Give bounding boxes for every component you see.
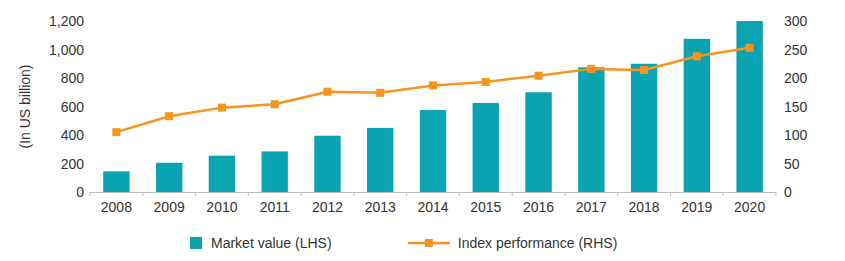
marker	[587, 65, 595, 73]
x-tick-divider	[142, 192, 143, 196]
bar	[525, 92, 551, 192]
x-tick-label: 2011	[260, 199, 290, 215]
marker	[746, 44, 754, 52]
bar	[314, 136, 340, 192]
bar	[473, 103, 499, 192]
marker	[323, 88, 331, 96]
x-tick-divider	[459, 192, 460, 196]
x-tick-divider	[353, 192, 354, 196]
y-tick	[88, 163, 90, 164]
x-tick-label: 2015	[470, 199, 501, 215]
bar	[367, 128, 393, 192]
x-tick-divider	[512, 192, 513, 196]
x-tick-label: 2016	[523, 199, 554, 215]
marker	[429, 81, 437, 89]
marker	[165, 112, 173, 120]
y2-tick	[776, 135, 778, 136]
legend-swatch	[190, 237, 202, 249]
y2-tick	[776, 49, 778, 50]
x-tick-label: 2020	[734, 199, 765, 215]
marker	[535, 72, 543, 80]
x-tick-divider	[406, 192, 407, 196]
bar	[209, 156, 235, 192]
y-tick-label: 1,000	[49, 42, 84, 58]
y2-tick	[776, 106, 778, 107]
bar	[103, 171, 129, 192]
bar	[578, 67, 604, 192]
bar	[631, 64, 657, 192]
y2-tick	[776, 78, 778, 79]
y-axis-title: (In US billion)	[17, 64, 33, 148]
x-tick-divider	[90, 192, 91, 196]
y-tick	[88, 106, 90, 107]
marker	[376, 89, 384, 97]
x-tick-label: 2019	[681, 199, 712, 215]
y-tick-label: 800	[61, 70, 85, 86]
legend-item: Index performance (RHS)	[408, 235, 618, 251]
x-tick-label: 2014	[417, 199, 448, 215]
bar	[262, 151, 288, 192]
chart: 0 200 400 600 800 1,000 1,200 0 50 100 150 200 250 30…	[0, 0, 845, 261]
x-tick-divider	[723, 192, 724, 196]
y2-tick-label: 200	[784, 70, 808, 86]
plot-marks	[103, 21, 763, 192]
y-tick	[88, 78, 90, 79]
legend-marker	[425, 239, 433, 247]
y-tick	[88, 21, 90, 22]
x-tick-label: 2009	[154, 199, 185, 215]
bar	[156, 163, 182, 192]
y-tick-label: 1,200	[49, 13, 84, 29]
line	[116, 48, 749, 132]
x-tick-divider	[776, 192, 777, 196]
legend-label: Market value (LHS)	[211, 235, 332, 251]
y2-tick-label: 0	[784, 184, 792, 200]
x-tick-divider	[248, 192, 249, 196]
x-tick-label: 2010	[206, 199, 237, 215]
y2-tick-label: 150	[784, 99, 808, 115]
x-tick-label: 2008	[101, 199, 132, 215]
x-tick-label: 2017	[576, 199, 607, 215]
y-tick-label: 600	[61, 99, 85, 115]
y2-tick-label: 100	[784, 127, 808, 143]
marker	[112, 128, 120, 136]
marker	[482, 78, 490, 86]
marker	[693, 52, 701, 60]
y-tick	[88, 49, 90, 50]
y-tick	[88, 135, 90, 136]
x-tick-divider	[301, 192, 302, 196]
legend-label: Index performance (RHS)	[458, 235, 618, 251]
x-tick-divider	[564, 192, 565, 196]
marker	[218, 104, 226, 112]
y2-tick-label: 50	[784, 156, 800, 172]
y2-tick	[776, 163, 778, 164]
x-axis	[90, 192, 776, 193]
x-tick-label: 2018	[628, 199, 659, 215]
bar	[684, 39, 710, 192]
marker	[640, 66, 648, 74]
y2-tick	[776, 21, 778, 22]
bar	[420, 110, 446, 192]
bar	[736, 21, 762, 192]
y2-tick-label: 300	[784, 13, 808, 29]
y2-tick-label: 250	[784, 42, 808, 58]
x-tick-divider	[617, 192, 618, 196]
legend-item: Market value (LHS)	[190, 235, 332, 251]
y-tick-label: 0	[76, 184, 84, 200]
x-tick-divider	[670, 192, 671, 196]
x-tick-label: 2012	[312, 199, 343, 215]
x-tick-divider	[195, 192, 196, 196]
y-tick-label: 200	[61, 156, 85, 172]
x-tick-label: 2013	[365, 199, 396, 215]
marker	[271, 100, 279, 108]
y-tick-label: 400	[61, 127, 85, 143]
